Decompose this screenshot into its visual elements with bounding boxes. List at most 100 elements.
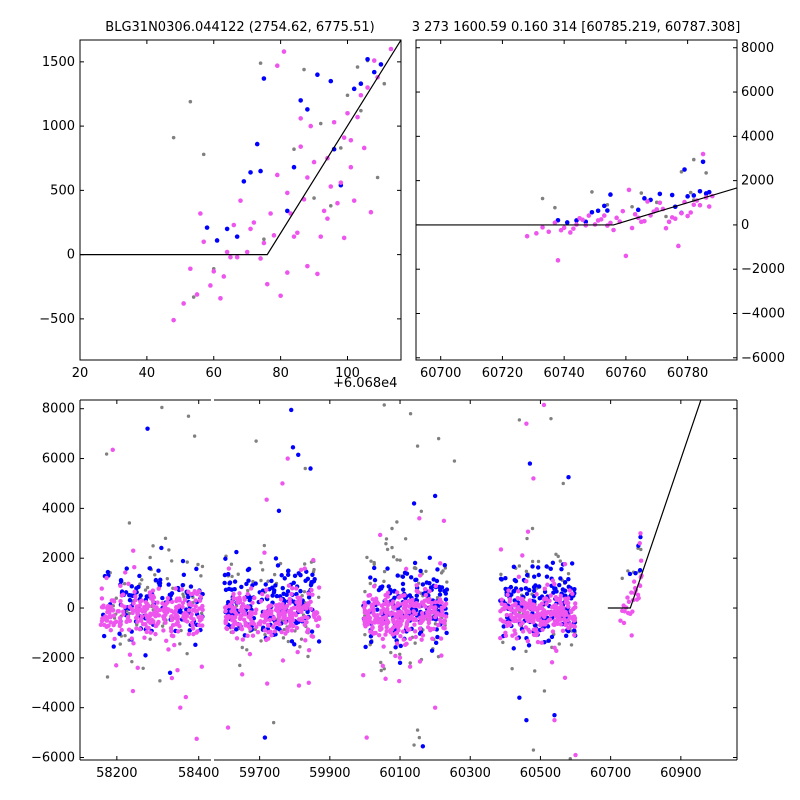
magenta-point <box>361 672 366 678</box>
magenta-point <box>254 607 259 612</box>
magenta-point <box>264 281 270 287</box>
x-tick-label: 60780 <box>667 366 708 381</box>
magenta-point <box>526 618 531 624</box>
gray-point <box>266 579 270 583</box>
gray-point <box>530 559 535 564</box>
magenta-point <box>568 230 573 235</box>
x-tick-label: 80 <box>272 366 289 381</box>
magenta-point <box>642 218 647 224</box>
magenta-point <box>430 605 435 610</box>
blue-point <box>697 188 703 194</box>
magenta-point <box>539 612 544 617</box>
magenta-point <box>509 614 514 620</box>
blue-point <box>385 566 390 571</box>
magenta-point <box>370 604 375 609</box>
blue-point <box>378 62 384 67</box>
magenta-point <box>262 628 268 633</box>
axes-frame <box>79 39 402 361</box>
blue-point <box>524 572 530 578</box>
magenta-point <box>118 598 123 604</box>
magenta-point <box>620 208 626 214</box>
blue-point <box>546 638 551 643</box>
blue-point <box>374 607 380 612</box>
blue-point <box>550 560 556 566</box>
magenta-point <box>618 618 623 623</box>
magenta-point <box>499 601 504 607</box>
magenta-point <box>294 625 300 631</box>
magenta-point <box>566 596 571 601</box>
blue-point <box>292 573 298 579</box>
magenta-point <box>367 608 372 613</box>
magenta-point <box>258 256 263 261</box>
magenta-point <box>697 202 703 208</box>
magenta-point <box>432 614 438 620</box>
blue-point <box>234 549 239 555</box>
magenta-point <box>321 208 327 214</box>
magenta-point <box>498 635 503 641</box>
magenta-point <box>567 588 572 593</box>
magenta-point <box>291 623 296 628</box>
magenta-point <box>154 623 159 628</box>
gray-point <box>298 645 302 649</box>
magenta-point <box>248 586 254 591</box>
magenta-point <box>151 610 157 616</box>
magenta-point <box>258 598 264 604</box>
magenta-point <box>223 609 228 614</box>
blue-point <box>298 98 303 103</box>
gray-point <box>259 560 263 565</box>
gray-point <box>143 588 148 592</box>
magenta-point <box>542 611 547 616</box>
y-tick-label: 4000 <box>741 129 774 144</box>
magenta-point <box>524 579 529 584</box>
magenta-point <box>377 532 383 538</box>
y-tick-label: −4000 <box>741 306 785 321</box>
magenta-point <box>287 596 292 602</box>
magenta-point <box>258 619 263 624</box>
magenta-point <box>558 227 564 233</box>
y-tick-label: 8000 <box>42 402 75 417</box>
magenta-point <box>544 601 549 607</box>
magenta-point <box>621 620 627 626</box>
magenta-point <box>362 616 367 621</box>
blue-point <box>566 475 571 480</box>
magenta-point <box>499 597 504 602</box>
magenta-point <box>534 592 539 597</box>
blue-point <box>555 217 561 223</box>
magenta-point <box>362 600 367 605</box>
y-tick-label: 1000 <box>42 119 75 134</box>
magenta-point <box>394 603 400 608</box>
magenta-point <box>625 595 630 600</box>
magenta-point <box>380 663 385 669</box>
gray-point <box>178 642 182 646</box>
blue-point <box>564 220 570 225</box>
magenta-point <box>706 204 712 209</box>
y-tick-label: 1500 <box>42 55 75 70</box>
blue-point <box>371 69 377 75</box>
blue-point <box>601 203 607 209</box>
magenta-point <box>377 624 383 629</box>
magenta-point <box>417 615 423 620</box>
magenta-point <box>362 605 367 610</box>
plot-area <box>98 400 702 760</box>
gray-point <box>245 648 249 652</box>
x-tick-label: 60900 <box>660 766 701 781</box>
magenta-point <box>407 664 413 669</box>
magenta-point <box>566 625 571 631</box>
magenta-point <box>178 705 183 710</box>
gray-point <box>104 452 109 456</box>
magenta-point <box>571 615 576 620</box>
blue-point <box>442 563 448 568</box>
blue-point <box>563 633 569 638</box>
blue-point <box>271 590 277 595</box>
blue-point <box>358 81 364 86</box>
magenta-point <box>570 591 575 597</box>
magenta-point <box>547 617 553 622</box>
blue-point <box>315 72 320 77</box>
magenta-point <box>546 229 552 235</box>
magenta-point <box>309 587 314 593</box>
blue-point <box>273 556 279 561</box>
magenta-point <box>534 632 539 638</box>
magenta-point <box>189 612 194 617</box>
magenta-point <box>525 638 531 644</box>
y-tick-label: 500 <box>50 183 75 198</box>
